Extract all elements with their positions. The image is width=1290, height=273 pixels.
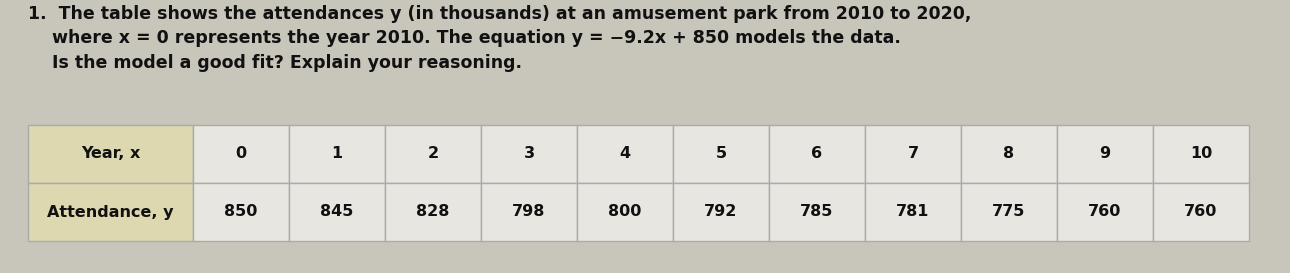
Bar (769, 183, 866, 241)
Text: 845: 845 (320, 204, 353, 219)
Text: 760: 760 (1184, 204, 1218, 219)
Bar (866, 183, 961, 241)
Text: 1: 1 (332, 147, 343, 162)
Bar (577, 183, 673, 241)
Bar (1153, 125, 1249, 183)
Bar (194, 125, 289, 183)
Bar (577, 125, 673, 183)
Bar (481, 183, 577, 241)
Bar (194, 183, 289, 241)
Text: 10: 10 (1189, 147, 1213, 162)
Text: 4: 4 (619, 147, 631, 162)
Bar (961, 183, 1057, 241)
Bar (289, 125, 384, 183)
Bar (1057, 183, 1153, 241)
Text: 850: 850 (224, 204, 258, 219)
Bar (961, 125, 1057, 183)
Bar (1153, 183, 1249, 241)
Text: 5: 5 (716, 147, 726, 162)
Bar (28, 183, 194, 241)
Bar (384, 125, 481, 183)
Bar (1057, 125, 1153, 183)
Text: 0: 0 (236, 147, 246, 162)
Text: Attendance, y: Attendance, y (48, 204, 174, 219)
Bar (673, 125, 769, 183)
Text: 798: 798 (512, 204, 546, 219)
Text: 828: 828 (417, 204, 450, 219)
Text: 9: 9 (1099, 147, 1111, 162)
Text: 2: 2 (427, 147, 439, 162)
Bar (481, 125, 577, 183)
Text: Year, x: Year, x (81, 147, 141, 162)
Text: 1.  The table shows the attendances y (in thousands) at an amusement park from 2: 1. The table shows the attendances y (in… (28, 5, 971, 72)
Bar (866, 125, 961, 183)
Bar (384, 183, 481, 241)
Text: 785: 785 (800, 204, 833, 219)
Text: 800: 800 (609, 204, 641, 219)
Text: 8: 8 (1004, 147, 1014, 162)
Text: 6: 6 (811, 147, 823, 162)
Text: 792: 792 (704, 204, 738, 219)
Bar (769, 125, 866, 183)
Text: 775: 775 (992, 204, 1026, 219)
Bar (289, 183, 384, 241)
Text: 3: 3 (524, 147, 534, 162)
Text: 7: 7 (907, 147, 918, 162)
Text: 760: 760 (1089, 204, 1122, 219)
Bar (673, 183, 769, 241)
Bar (28, 125, 194, 183)
Text: 781: 781 (897, 204, 930, 219)
